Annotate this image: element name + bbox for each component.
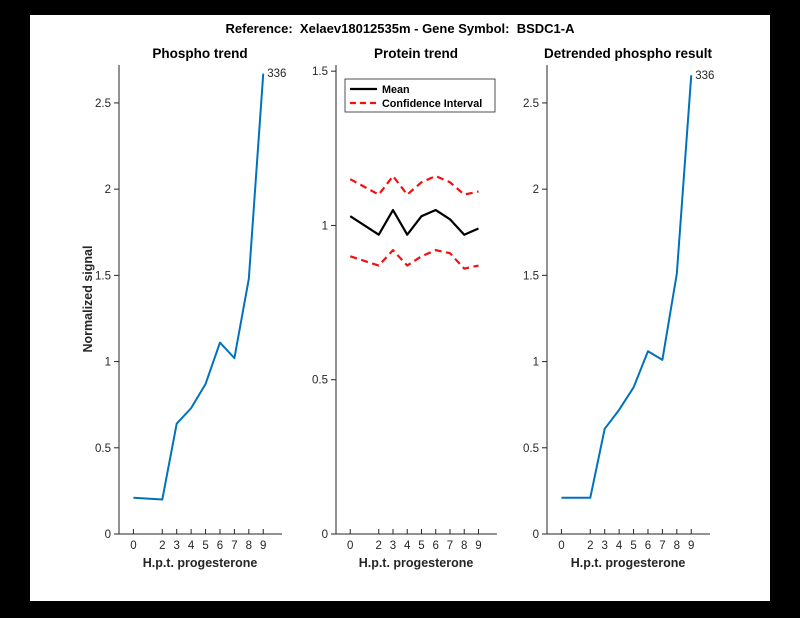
- x-axis-label-phospho: H.p.t. progesterone: [142, 556, 258, 570]
- y-tick-label: 0.5: [95, 443, 111, 455]
- x-tick-label: 7: [447, 540, 453, 552]
- y-tick-label: 0.5: [523, 443, 539, 455]
- x-tick-label: 7: [659, 540, 665, 552]
- y-tick-label: 1.5: [312, 66, 328, 78]
- x-tick-label: 6: [217, 540, 223, 552]
- x-tick-label: 0: [347, 540, 353, 552]
- data-line-confidence-upper: [349, 174, 479, 196]
- x-tick-label: 9: [260, 540, 266, 552]
- legend-box: [344, 78, 496, 113]
- y-tick-label: 2: [105, 184, 111, 196]
- x-tick-label: 0: [558, 540, 564, 552]
- x-tick-label: 2: [376, 540, 382, 552]
- x-tick-label: 7: [231, 540, 237, 552]
- x-tick-label: 5: [630, 540, 636, 552]
- x-tick-label: 8: [461, 540, 467, 552]
- y-tick-label: 1.5: [523, 270, 539, 282]
- peak-annotation: 336: [695, 70, 714, 82]
- y-tick-label: 1: [105, 357, 111, 369]
- figure-title: Reference: Xelaev18012535m - Gene Symbol…: [225, 21, 575, 36]
- y-tick-label: 1: [533, 357, 539, 369]
- data-line-confidence-lower: [349, 249, 479, 270]
- x-axis-label-protein: H.p.t. progesterone: [358, 556, 474, 570]
- x-tick-label: 3: [390, 540, 396, 552]
- subplot-title-protein-trend: Protein trend: [373, 46, 458, 61]
- y-tick-label: 2: [533, 184, 539, 196]
- x-tick-label: 4: [188, 540, 195, 552]
- x-tick-label: 3: [173, 540, 179, 552]
- x-tick-label: 2: [159, 540, 165, 552]
- y-tick-label: 0.5: [312, 375, 328, 387]
- figure-canvas: [30, 15, 770, 601]
- x-tick-label: 4: [404, 540, 411, 552]
- subplot-title-detrended-result: Detrended phospho result: [543, 46, 712, 61]
- y-tick-label: 2.5: [523, 98, 539, 110]
- y-tick-label: 0: [322, 529, 328, 541]
- x-tick-label: 6: [433, 540, 439, 552]
- legend-label: Confidence Interval: [382, 98, 482, 110]
- x-tick-label: 9: [688, 540, 694, 552]
- x-tick-label: 9: [475, 540, 481, 552]
- x-tick-label: 8: [246, 540, 252, 552]
- x-tick-label: 8: [674, 540, 680, 552]
- y-tick-label: 1.5: [95, 270, 111, 282]
- x-tick-label: 2: [587, 540, 593, 552]
- legend-label: Mean: [382, 84, 410, 96]
- y-tick-label: 0: [533, 529, 539, 541]
- peak-annotation: 336: [267, 68, 286, 80]
- x-tick-label: 6: [645, 540, 651, 552]
- data-line-mean: [349, 208, 479, 236]
- x-tick-label: 5: [418, 540, 424, 552]
- y-tick-label: 1: [322, 220, 328, 232]
- x-axis-label-detrended: H.p.t. progesterone: [570, 556, 686, 570]
- data-line-phospho-signal: [133, 73, 265, 501]
- x-tick-label: 0: [130, 540, 136, 552]
- x-tick-label: 4: [616, 540, 623, 552]
- y-tick-label: 2.5: [95, 98, 111, 110]
- data-line-detrended-signal: [561, 75, 693, 499]
- x-tick-label: 3: [601, 540, 607, 552]
- y-tick-label: 0: [105, 529, 111, 541]
- x-tick-label: 5: [202, 540, 208, 552]
- subplot-title-phospho-trend: Phospho trend: [152, 46, 248, 61]
